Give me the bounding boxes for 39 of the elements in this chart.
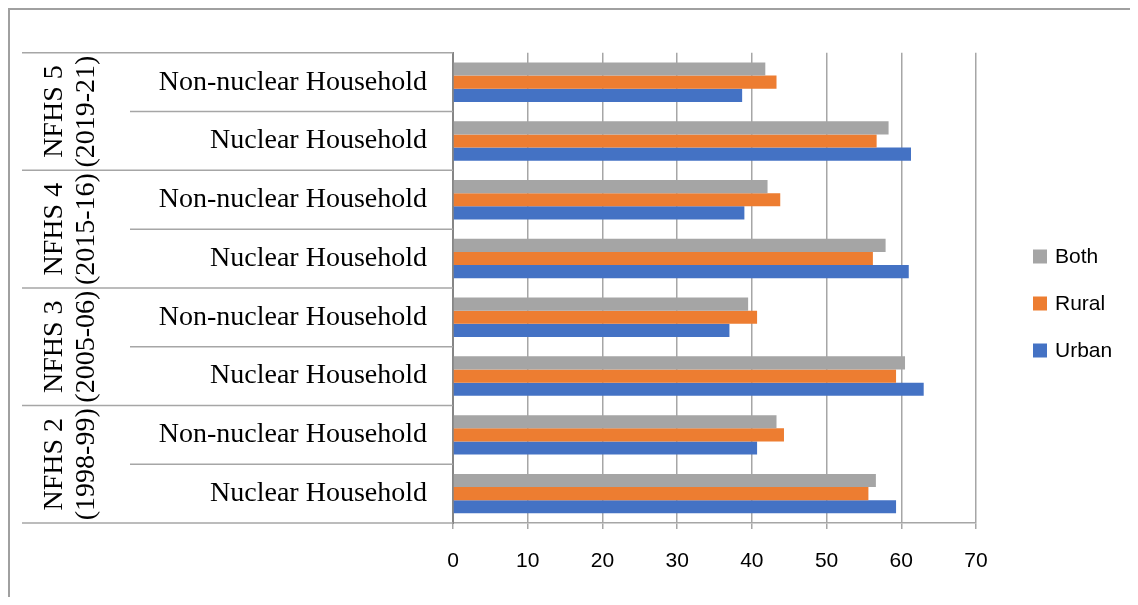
x-tick-label: 20 — [590, 548, 615, 572]
legend-label: Rural — [1055, 291, 1106, 315]
bar — [453, 323, 730, 337]
bar — [453, 310, 758, 324]
text: NFHS 2 (1998-99) — [37, 408, 101, 521]
bar — [453, 88, 743, 102]
y-tick-label: Non-nuclear Household — [158, 64, 427, 96]
legend-label: Both — [1055, 244, 1099, 268]
bar — [453, 428, 784, 442]
text: NFHS 4 (2015-16) — [37, 173, 101, 286]
y-tick-label: Non-nuclear Household — [158, 182, 427, 214]
bar — [453, 500, 897, 514]
text: NFHS 5 (2019-21) — [37, 55, 101, 168]
bar — [453, 382, 924, 396]
y-tick-label: Nuclear Household — [210, 358, 427, 390]
text: NFHS 3 (2005-06) — [37, 290, 101, 403]
x-tick-label: 50 — [814, 548, 839, 572]
bar — [453, 75, 777, 89]
x-tick-label: 70 — [964, 548, 988, 572]
x-tick-label: 60 — [889, 548, 913, 572]
y-tick-label: Nuclear Household — [210, 475, 427, 507]
x-tick-label: 10 — [516, 548, 540, 572]
bar — [453, 193, 781, 207]
bar — [453, 251, 873, 266]
y-tick-label: Nuclear Household — [210, 123, 427, 155]
x-tick-label: 0 — [447, 548, 459, 572]
bar — [453, 147, 911, 161]
x-tick-label: 40 — [740, 548, 764, 572]
bar — [453, 206, 745, 220]
bar — [453, 487, 869, 501]
bar — [453, 369, 897, 383]
y-tick-label: Non-nuclear Household — [158, 417, 427, 449]
bar — [453, 265, 909, 279]
y-tick-label: Non-nuclear Household — [158, 299, 427, 331]
legend-label: Urban — [1055, 338, 1113, 362]
bar — [453, 134, 877, 148]
bar — [453, 441, 758, 455]
x-tick-label: 30 — [665, 548, 689, 572]
y-tick-label: Nuclear Household — [210, 240, 427, 272]
